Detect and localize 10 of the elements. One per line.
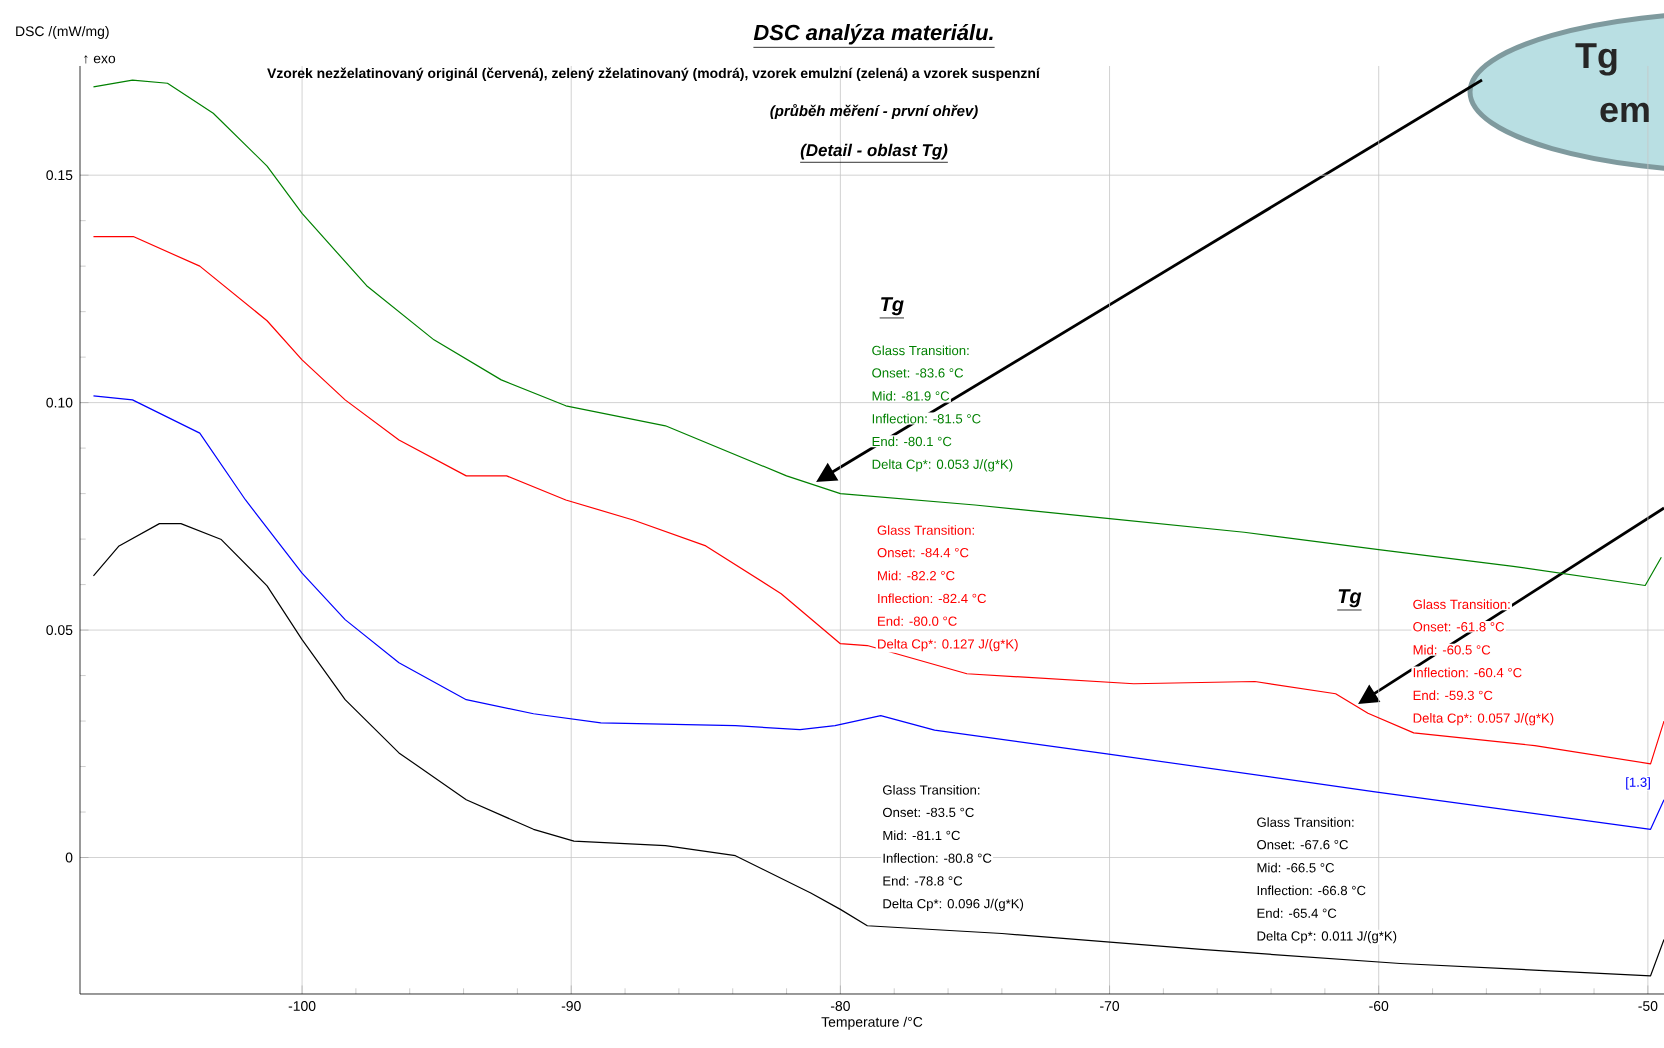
chart-title: DSC analýza materiálu. [753, 23, 993, 45]
annotation: Tg [881, 297, 904, 316]
annotation: Tg [1575, 43, 1617, 76]
line-series [92, 235, 1664, 765]
annotation: (Detail - oblast Tg) [800, 143, 948, 160]
annotation: Tg [1338, 589, 1362, 608]
annotation: em [1600, 102, 1649, 123]
line-series [92, 79, 1662, 587]
line-series [92, 395, 1664, 830]
line-series [92, 523, 1664, 977]
